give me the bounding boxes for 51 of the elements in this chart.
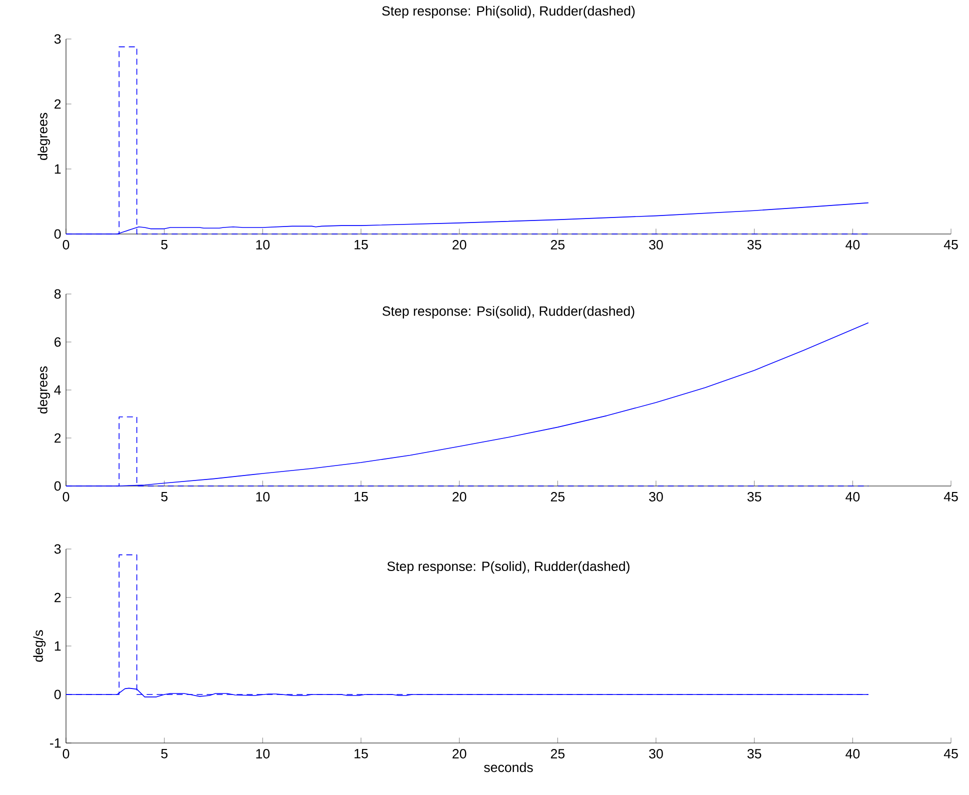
y-tick-label: 2 — [54, 592, 61, 602]
x-tick-label: 45 — [944, 492, 958, 502]
text: Step response: Psi(solid), Rudder(dashed) — [382, 306, 634, 318]
y-tick-label: 1 — [54, 164, 61, 174]
x-tick-label: 10 — [256, 749, 270, 758]
x-tick-label: 0 — [62, 492, 70, 502]
y-tick-label: -1 — [50, 738, 61, 748]
x-tick-label: 40 — [846, 749, 860, 758]
x-tick-label: 5 — [161, 492, 168, 502]
x-tick-label: 25 — [550, 240, 565, 250]
x-tick-label: 30 — [649, 749, 663, 758]
x-tick-label: 5 — [161, 749, 168, 758]
x-axis-title: seconds — [484, 762, 533, 772]
x-tick-label: 20 — [452, 492, 466, 502]
x-tick-label: 15 — [354, 240, 368, 250]
y-tick-label: 3 — [54, 34, 61, 44]
x-tick-label: 5 — [161, 240, 168, 250]
x-tick-label: 40 — [846, 240, 860, 250]
y-axis-title: degrees — [38, 366, 50, 414]
y-axis-title: degrees — [38, 112, 50, 160]
y-tick-label: 3 — [54, 544, 61, 554]
y-tick-label: 8 — [54, 289, 61, 299]
x-tick-label: 0 — [62, 749, 70, 758]
y-tick-label: 2 — [54, 99, 61, 109]
x-tick-label: 45 — [944, 240, 958, 250]
y-tick-label: 1 — [54, 641, 61, 651]
x-tick-label: 30 — [649, 492, 663, 502]
x-tick-label: 20 — [452, 240, 466, 250]
y-tick-label: 0 — [54, 229, 61, 239]
x-tick-label: 20 — [452, 749, 466, 758]
x-tick-label: 45 — [944, 749, 958, 758]
x-tick-label: 35 — [747, 492, 762, 502]
x-tick-label: 35 — [747, 240, 762, 250]
x-tick-label: 10 — [256, 240, 270, 250]
x-tick-label: 35 — [747, 749, 762, 758]
y-tick-label: 0 — [54, 481, 61, 491]
y-tick-label: 4 — [54, 385, 61, 395]
x-tick-label: 15 — [354, 492, 368, 502]
y-tick-label: 0 — [54, 690, 61, 700]
y-axis-title: deg/s — [33, 630, 46, 662]
y-tick-label: 2 — [54, 433, 61, 443]
x-tick-label: 25 — [550, 749, 565, 758]
x-tick-label: 30 — [649, 240, 663, 250]
chart-title: Step response: Phi(solid), Rudder(dashed) — [382, 6, 635, 18]
x-tick-label: 25 — [550, 492, 565, 502]
y-tick-label: 6 — [54, 337, 61, 347]
x-tick-label: 10 — [256, 492, 270, 502]
x-tick-label: 15 — [354, 749, 368, 758]
text: Step response: P(solid), Rudder(dashed) — [387, 561, 630, 574]
x-tick-label: 0 — [62, 240, 70, 250]
x-tick-label: 40 — [846, 492, 860, 502]
